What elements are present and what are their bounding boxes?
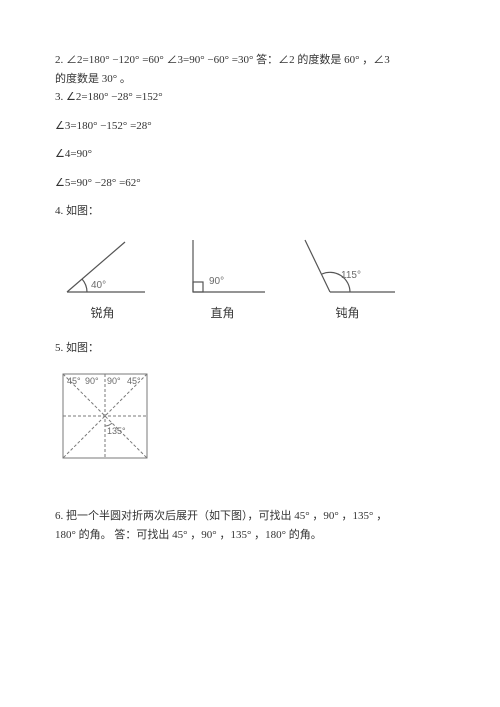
obtuse-angle-text: 115° (341, 270, 361, 281)
spacer (55, 193, 450, 201)
text-line: 180° 的角。 答：可找出 45° ，90° ，135° ，180° 的角。 (55, 527, 450, 544)
right-angle-svg: 90° (175, 232, 270, 302)
obtuse-label: 钝角 (335, 304, 359, 322)
right-label: 直角 (210, 304, 234, 322)
square-fold-figure: 45° 90° 90° 45° 135° (55, 366, 450, 466)
obtuse-angle-svg: 115° (295, 232, 400, 302)
text-line: 的度数是 30° 。 (55, 71, 450, 88)
acute-angle-svg: 40° (55, 232, 150, 302)
text-line: ∠5=90° −28° =62° (55, 175, 450, 192)
acute-angle-figure: 40° 锐角 (55, 232, 150, 322)
square-fold-svg: 45° 90° 90° 45° 135° (55, 366, 155, 466)
right-angle-figure: 90° 直角 (175, 232, 270, 322)
spacer (55, 466, 450, 506)
obtuse-angle-figure: 115° 钝角 (295, 232, 400, 322)
acute-angle-text: 40° (91, 280, 106, 291)
sq-t2: 90° (107, 376, 121, 386)
right-angle-text: 90° (209, 276, 224, 287)
text-line: 3. ∠2=180° −28° =152° (55, 89, 450, 106)
angle-figures-row: 40° 锐角 90° 直角 (55, 232, 450, 322)
sq-t1: 90° (85, 376, 99, 386)
text-line: 5. 如图： (55, 340, 450, 357)
spacer (55, 136, 450, 144)
text-line: 4. 如图： (55, 203, 450, 220)
text-line: ∠3=180° −152° =28° (55, 118, 450, 135)
acute-label: 锐角 (90, 304, 114, 322)
sq-tr: 45° (127, 376, 141, 386)
text-line: ∠4=90° (55, 146, 450, 163)
sq-center: 135° (107, 426, 126, 436)
text-line: 6. 把一个半圆对折两次后展开（如下图），可找出 45° ，90° ，135° … (55, 508, 450, 525)
spacer (55, 330, 450, 338)
document-page: 2. ∠2=180° −120° =60° ∠3=90° −60° =30° 答… (0, 0, 500, 595)
sq-tl: 45° (67, 376, 81, 386)
text-line: 2. ∠2=180° −120° =60° ∠3=90° −60° =30° 答… (55, 52, 450, 69)
spacer (55, 165, 450, 173)
spacer (55, 108, 450, 116)
